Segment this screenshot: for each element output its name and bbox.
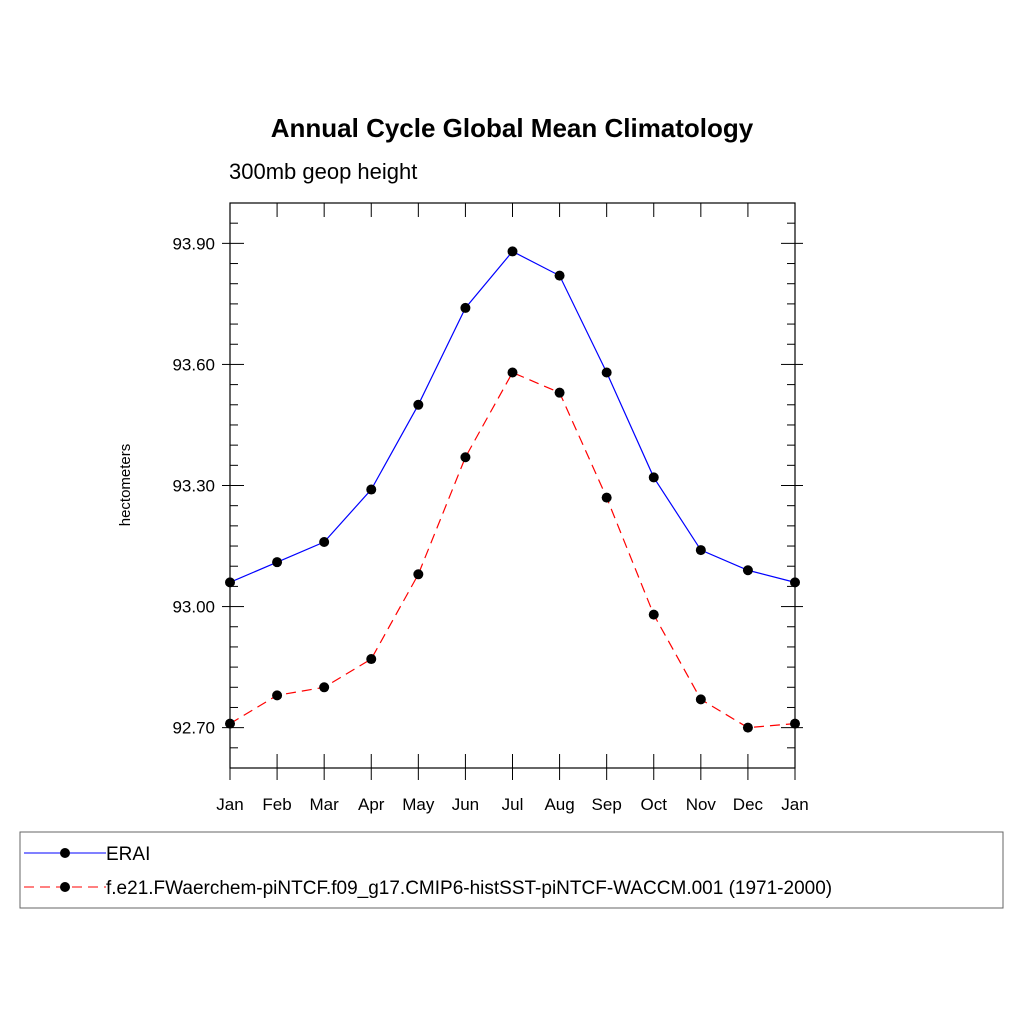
y-tick-label: 93.00 [172, 598, 215, 617]
legend-label-model: f.e21.FWaerchem-piNTCF.f09_g17.CMIP6-his… [106, 878, 832, 899]
y-axis-label: hectometers [117, 444, 134, 527]
x-tick-label: Dec [733, 795, 764, 814]
data-point [742, 722, 753, 733]
data-point [413, 399, 424, 410]
data-point [225, 718, 235, 729]
data-point [272, 690, 283, 701]
legend-label-erai: ERAI [106, 844, 150, 865]
y-tick-label: 93.90 [172, 234, 215, 253]
x-tick-label: Jun [452, 795, 479, 814]
x-tick-label: Aug [544, 795, 574, 814]
legend: ERAI f.e21.FWaerchem-piNTCF.f09_g17.CMIP… [19, 831, 1004, 909]
x-tick-label: Feb [262, 795, 291, 814]
data-point [272, 557, 283, 568]
data-point [366, 484, 377, 495]
data-point [366, 654, 377, 665]
legend-marker-erai [60, 848, 70, 858]
data-point [648, 472, 659, 483]
data-point [413, 569, 424, 580]
data-point [319, 537, 330, 547]
data-point [507, 246, 518, 257]
data-point [601, 492, 612, 503]
legend-marker-model [60, 882, 70, 892]
data-point [695, 545, 706, 556]
series-line-1 [229, 371, 796, 729]
y-tick-label: 93.60 [172, 355, 215, 374]
data-point [554, 387, 565, 398]
x-tick-label: Oct [641, 795, 668, 814]
plot-frame [229, 202, 796, 769]
x-tick-label: Sep [592, 795, 622, 814]
x-tick-label: Mar [310, 795, 340, 814]
series-layer [225, 246, 800, 733]
data-point [742, 565, 753, 576]
x-tick-label: Jul [502, 795, 524, 814]
y-axis: 92.70 93.00 93.30 93.60 93.90 [172, 202, 803, 769]
chart-subtitle: 300mb geop height [229, 159, 417, 184]
data-point [648, 609, 659, 620]
data-point [225, 577, 235, 588]
x-tick-label: May [402, 795, 435, 814]
y-tick-label: 93.30 [172, 477, 215, 496]
data-point [695, 694, 706, 705]
x-tick-label: Jan [781, 795, 808, 814]
x-tick-label: Apr [358, 795, 385, 814]
y-tick-label: 92.70 [172, 719, 215, 738]
legend-box [19, 831, 1004, 909]
data-point [460, 302, 471, 313]
data-point [554, 270, 565, 281]
data-point [460, 452, 471, 463]
series-line-0 [229, 250, 796, 583]
x-tick-label: Nov [686, 795, 717, 814]
data-point [790, 577, 800, 588]
data-point [790, 718, 800, 729]
data-point [601, 367, 612, 378]
data-point [507, 367, 518, 378]
x-tick-label: Jan [216, 795, 243, 814]
x-axis: Jan Feb Mar Apr May Jun Jul Aug Sep Oct Nov Dec Jan [216, 203, 809, 814]
data-point [319, 682, 330, 693]
chart-title: Annual Cycle Global Mean Climatology [271, 113, 754, 143]
